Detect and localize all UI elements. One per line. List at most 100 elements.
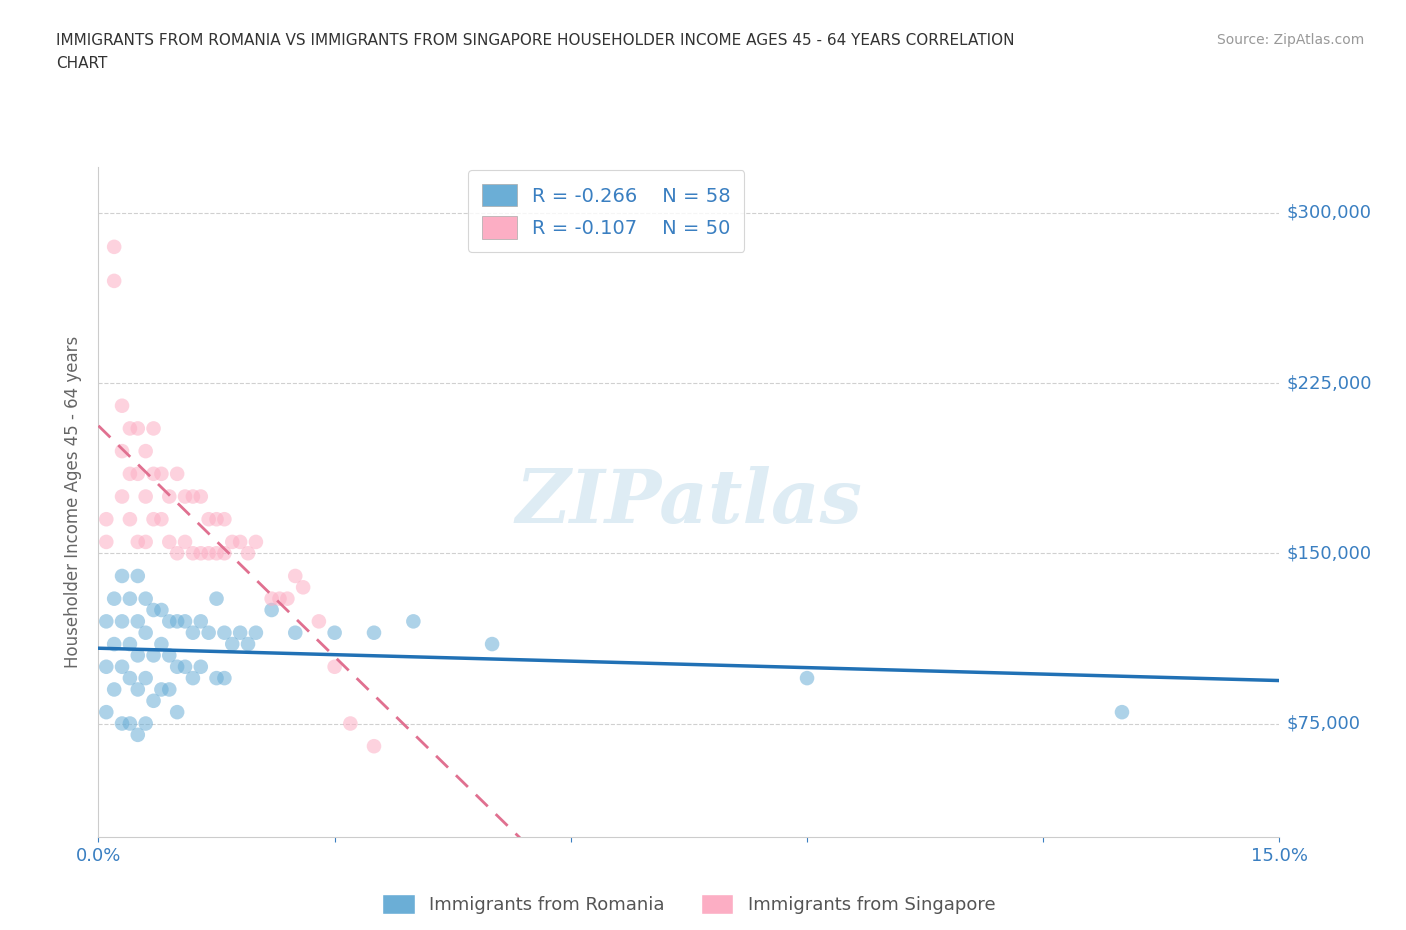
Point	[181, 489, 204, 504]
Point	[260, 603, 283, 618]
Point	[111, 716, 134, 731]
Point	[150, 512, 173, 526]
Legend: Immigrants from Romania, Immigrants from Singapore: Immigrants from Romania, Immigrants from…	[375, 886, 1002, 922]
Point	[142, 421, 165, 436]
Point	[142, 694, 165, 709]
Point	[174, 535, 197, 550]
Point	[111, 444, 134, 458]
Point	[96, 705, 118, 720]
Point	[150, 682, 173, 697]
Point	[174, 489, 197, 504]
Point	[157, 682, 180, 697]
Point	[339, 716, 361, 731]
Point	[135, 671, 157, 685]
Point	[284, 568, 307, 583]
Point	[214, 512, 236, 526]
Point	[221, 535, 243, 550]
Point	[111, 614, 134, 629]
Point	[205, 512, 228, 526]
Point	[135, 535, 157, 550]
Point	[292, 580, 315, 595]
Point	[150, 637, 173, 652]
Point	[135, 591, 157, 606]
Point	[111, 398, 134, 413]
Point	[221, 637, 243, 652]
Point	[174, 614, 197, 629]
Point	[229, 625, 252, 640]
Point	[166, 659, 188, 674]
Point	[269, 591, 291, 606]
Point	[205, 546, 228, 561]
Point	[245, 625, 267, 640]
Point	[118, 421, 141, 436]
Point	[96, 512, 118, 526]
Point	[166, 614, 188, 629]
Point	[229, 535, 252, 550]
Point	[157, 648, 180, 663]
Point	[260, 591, 283, 606]
Point	[190, 659, 212, 674]
Point	[135, 625, 157, 640]
Point	[142, 648, 165, 663]
Point	[205, 671, 228, 685]
Point	[118, 512, 141, 526]
Text: Source: ZipAtlas.com: Source: ZipAtlas.com	[1216, 33, 1364, 46]
Point	[150, 466, 173, 481]
Text: ZIPatlas: ZIPatlas	[516, 466, 862, 538]
Point	[190, 489, 212, 504]
Point	[190, 614, 212, 629]
Point	[103, 273, 125, 288]
Point	[127, 648, 149, 663]
Point	[103, 591, 125, 606]
Point	[96, 535, 118, 550]
Text: $150,000: $150,000	[1286, 544, 1372, 563]
Point	[127, 682, 149, 697]
Text: IMMIGRANTS FROM ROMANIA VS IMMIGRANTS FROM SINGAPORE HOUSEHOLDER INCOME AGES 45 : IMMIGRANTS FROM ROMANIA VS IMMIGRANTS FR…	[56, 33, 1015, 47]
Point	[166, 466, 188, 481]
Text: CHART: CHART	[56, 56, 108, 71]
Point	[181, 625, 204, 640]
Point	[111, 568, 134, 583]
Point	[166, 546, 188, 561]
Point	[796, 671, 818, 685]
Point	[127, 568, 149, 583]
Point	[135, 716, 157, 731]
Text: $75,000: $75,000	[1286, 714, 1361, 733]
Point	[127, 466, 149, 481]
Point	[276, 591, 298, 606]
Point	[197, 625, 219, 640]
Point	[96, 614, 118, 629]
Point	[111, 659, 134, 674]
Point	[135, 444, 157, 458]
Point	[197, 512, 219, 526]
Point	[118, 466, 141, 481]
Point	[363, 738, 385, 753]
Point	[96, 659, 118, 674]
Point	[197, 546, 219, 561]
Point	[181, 671, 204, 685]
Point	[103, 637, 125, 652]
Point	[190, 546, 212, 561]
Point	[214, 546, 236, 561]
Point	[127, 421, 149, 436]
Point	[118, 637, 141, 652]
Point	[142, 512, 165, 526]
Point	[150, 603, 173, 618]
Text: $300,000: $300,000	[1286, 204, 1371, 221]
Point	[284, 625, 307, 640]
Point	[142, 603, 165, 618]
Point	[363, 625, 385, 640]
Point	[236, 637, 259, 652]
Point	[135, 489, 157, 504]
Point	[214, 625, 236, 640]
Point	[118, 591, 141, 606]
Point	[214, 671, 236, 685]
Point	[127, 535, 149, 550]
Point	[1111, 705, 1133, 720]
Point	[157, 535, 180, 550]
Point	[174, 659, 197, 674]
Point	[205, 591, 228, 606]
Point	[103, 682, 125, 697]
Point	[118, 671, 141, 685]
Point	[127, 727, 149, 742]
